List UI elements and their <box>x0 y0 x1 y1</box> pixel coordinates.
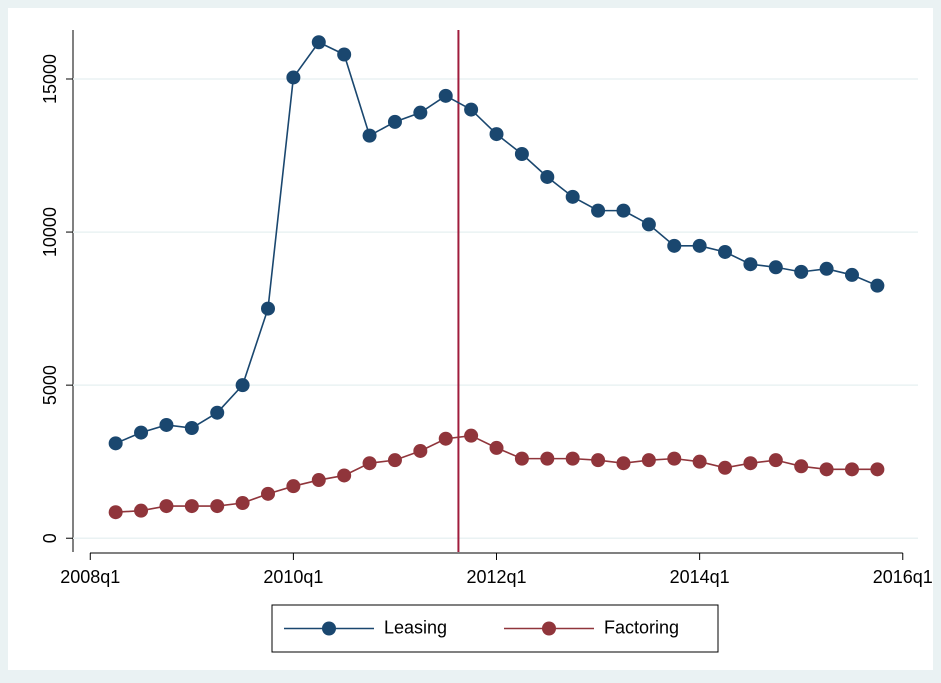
point <box>692 454 707 469</box>
point <box>819 261 834 276</box>
point <box>565 189 580 204</box>
x-tick-label: 2014q1 <box>670 567 730 587</box>
point <box>108 505 123 520</box>
point <box>464 102 479 117</box>
point <box>591 203 606 218</box>
point <box>616 203 631 218</box>
point <box>540 451 555 466</box>
point <box>261 301 275 316</box>
legend-marker <box>542 621 556 636</box>
point <box>743 456 758 471</box>
point <box>337 47 352 62</box>
point <box>540 169 555 184</box>
point <box>591 453 606 468</box>
point <box>565 451 580 466</box>
point <box>464 428 479 443</box>
y-tick-label: 5000 <box>40 365 60 405</box>
point <box>870 278 885 293</box>
point <box>718 244 733 259</box>
point <box>489 440 504 455</box>
point <box>743 257 758 272</box>
point <box>387 453 402 468</box>
y-tick-label: 10000 <box>40 207 60 257</box>
point <box>667 451 682 466</box>
point <box>159 417 174 432</box>
point <box>210 405 225 420</box>
point <box>134 503 149 518</box>
legend-label: Factoring <box>604 617 679 637</box>
y-tick-label: 15000 <box>40 54 60 104</box>
point <box>286 70 301 85</box>
point <box>616 456 631 471</box>
point <box>667 238 682 253</box>
point <box>514 451 529 466</box>
point <box>235 378 250 393</box>
point <box>844 462 859 477</box>
point <box>514 146 529 161</box>
point <box>134 425 149 440</box>
point <box>489 127 504 142</box>
point <box>337 468 352 483</box>
x-tick-label: 2012q1 <box>466 567 526 587</box>
y-tick-label: 0 <box>40 533 60 543</box>
point <box>184 499 199 514</box>
point <box>438 88 453 103</box>
point <box>387 114 402 129</box>
point <box>413 443 428 458</box>
point <box>768 260 783 275</box>
point <box>641 453 656 468</box>
legend-marker <box>322 621 336 636</box>
point <box>692 238 707 253</box>
point <box>210 499 225 514</box>
point <box>159 499 174 514</box>
x-tick-label: 2016q1 <box>873 567 933 587</box>
point <box>844 267 859 282</box>
point <box>768 453 783 468</box>
x-tick-label: 2010q1 <box>263 567 323 587</box>
point <box>362 128 377 143</box>
point <box>413 105 428 120</box>
point <box>362 456 377 471</box>
point <box>261 486 275 501</box>
point <box>311 35 326 50</box>
point <box>718 460 733 475</box>
point <box>184 421 199 436</box>
x-tick-label: 2008q1 <box>60 567 120 587</box>
point <box>286 479 301 494</box>
point <box>311 473 326 488</box>
point <box>819 462 834 477</box>
point <box>870 462 885 477</box>
point <box>438 431 453 446</box>
point <box>235 496 250 511</box>
point <box>641 217 656 232</box>
point <box>794 459 809 474</box>
legend-label: Leasing <box>384 617 447 637</box>
point <box>108 436 123 451</box>
plot-region <box>8 8 933 670</box>
point <box>794 264 809 279</box>
